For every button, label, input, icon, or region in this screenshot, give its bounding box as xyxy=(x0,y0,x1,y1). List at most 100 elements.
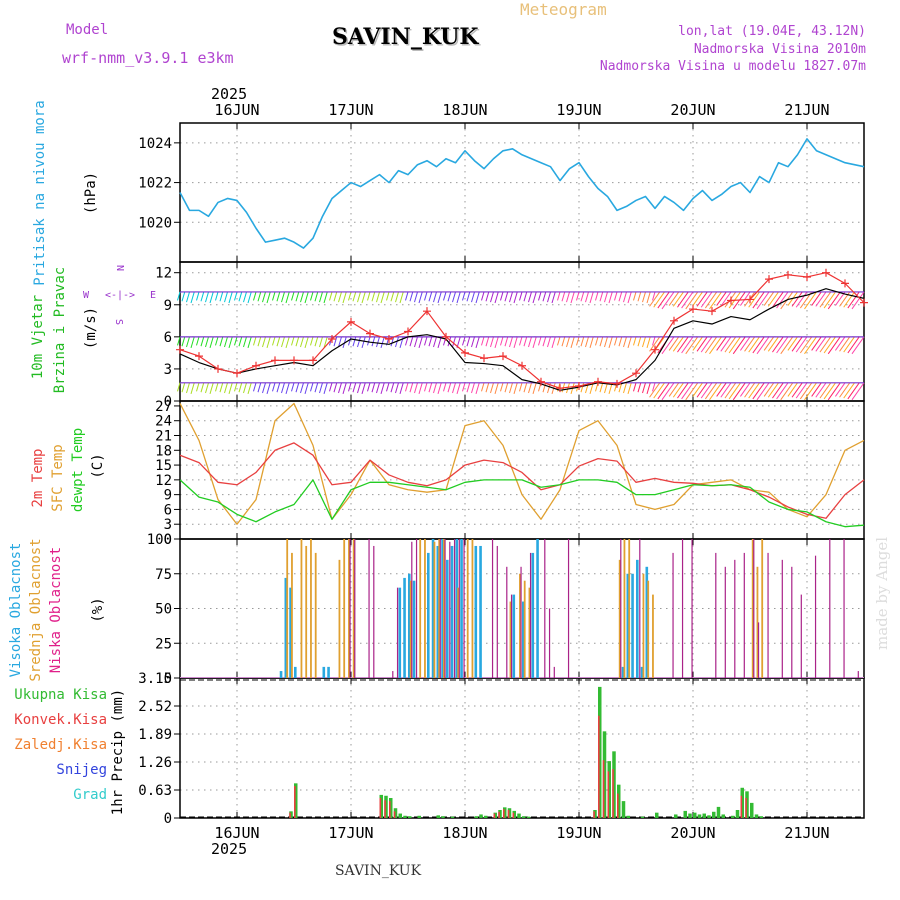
wind-barb xyxy=(190,382,195,395)
wind-barb xyxy=(681,382,694,400)
wind-barb xyxy=(661,382,675,401)
wind-barb xyxy=(190,336,195,349)
wind-barb xyxy=(272,291,276,301)
wind-barb xyxy=(285,336,290,349)
wind-barb xyxy=(352,336,357,347)
cloud-bar-high xyxy=(427,552,430,678)
wind-barb xyxy=(720,382,732,398)
wind-barb xyxy=(791,336,803,352)
wind-barb xyxy=(276,291,281,302)
wind-barb xyxy=(266,291,271,304)
cloud-bar-mid xyxy=(300,539,303,678)
wind-gust-marker xyxy=(803,272,811,281)
wind-barb xyxy=(414,382,418,394)
wind-barb xyxy=(323,291,328,304)
wind-barb xyxy=(447,291,452,302)
wind-barb xyxy=(804,291,817,310)
wind-barb xyxy=(452,291,456,303)
wind-barb xyxy=(466,382,471,393)
wind-barb xyxy=(281,336,285,348)
wind-barb xyxy=(342,291,347,304)
wind-barb xyxy=(744,382,756,398)
wind-barb xyxy=(300,382,304,394)
wind-barb xyxy=(599,291,604,302)
wind-barb xyxy=(300,336,304,348)
wind-barb xyxy=(181,336,186,347)
precip-bar-total xyxy=(688,813,692,818)
sfc-temp-line xyxy=(179,402,865,525)
y-tick-label: 6 xyxy=(164,502,172,518)
wind-barb xyxy=(532,382,537,395)
wind-barb xyxy=(811,382,822,397)
wind-barb xyxy=(475,382,480,395)
wind-barb xyxy=(338,291,342,303)
cloud-bar-mid xyxy=(523,580,526,678)
wind-gust-marker xyxy=(480,354,488,363)
wind-barb xyxy=(247,336,252,349)
cloud-bar-mid xyxy=(628,539,631,678)
wind-barb xyxy=(319,336,323,348)
wind-barb xyxy=(523,291,528,302)
wind-barb xyxy=(668,336,680,351)
wind-barb xyxy=(528,336,532,348)
wind-barb xyxy=(209,382,214,395)
precip-bar-total xyxy=(683,810,687,818)
cloud-bar-high xyxy=(446,559,449,678)
pressure-line xyxy=(179,138,865,249)
precip-bar-total xyxy=(626,815,630,818)
wind-barb xyxy=(300,291,304,303)
wind-barb xyxy=(443,382,447,392)
wind-gust-marker xyxy=(841,279,849,288)
wind-barb xyxy=(509,336,513,348)
wind-barb xyxy=(380,336,385,349)
cloud-bar-low xyxy=(411,541,413,678)
wind-barb xyxy=(709,382,722,401)
precip-bar-conv xyxy=(512,812,515,818)
wind-gust-marker xyxy=(632,369,640,378)
y-tick-label: 75 xyxy=(155,567,172,583)
wind-barb xyxy=(668,382,680,397)
wind-barb xyxy=(851,291,865,310)
wind-barb xyxy=(452,336,456,348)
cloud-bar-high xyxy=(289,587,292,678)
legend-snow: Snijeg xyxy=(56,762,107,778)
wind-barb xyxy=(437,291,442,304)
wind-barb xyxy=(576,291,580,301)
precip-bar-conv xyxy=(393,811,396,818)
precip-bar-total xyxy=(522,816,526,818)
precip-bar-total xyxy=(393,808,398,818)
precip-bar-total xyxy=(621,801,626,818)
y-tick-label: 3.15 xyxy=(138,671,172,687)
y-tick-label: 21 xyxy=(155,429,172,445)
wind-barb xyxy=(819,291,832,308)
cloud-bar-low xyxy=(857,671,859,678)
wind-barb xyxy=(181,382,186,393)
precip-bar-total xyxy=(389,798,393,818)
wind-barb xyxy=(653,291,665,308)
y-tick-label: 27 xyxy=(155,399,172,415)
wind-barb xyxy=(637,291,642,302)
wind-barb xyxy=(823,336,836,354)
cloud-bar-low xyxy=(567,539,570,678)
cloud-bar-low xyxy=(743,552,745,678)
cloud-bar-high xyxy=(322,666,326,678)
wind-barb xyxy=(215,382,219,392)
wind-barb xyxy=(720,291,732,307)
wind-gust-marker xyxy=(537,377,545,386)
wind-barb xyxy=(348,291,352,301)
wind-barb xyxy=(405,336,409,346)
wind-barb xyxy=(696,382,708,398)
wind-barb xyxy=(234,291,238,301)
cloud-bar-low xyxy=(354,539,356,678)
wind-barb xyxy=(266,382,271,395)
wind-barb xyxy=(257,382,262,393)
wind-barb xyxy=(228,336,233,349)
wind-barb xyxy=(519,291,523,301)
wind-barb xyxy=(614,336,618,346)
lonlat-label: lon,lat (19.04E, 43.12N) xyxy=(678,24,866,39)
x-tick-label-bottom: 16JUN xyxy=(214,824,259,842)
precip-bar-total xyxy=(745,791,749,818)
wind-barb xyxy=(342,382,347,395)
wind-barb xyxy=(649,291,661,307)
